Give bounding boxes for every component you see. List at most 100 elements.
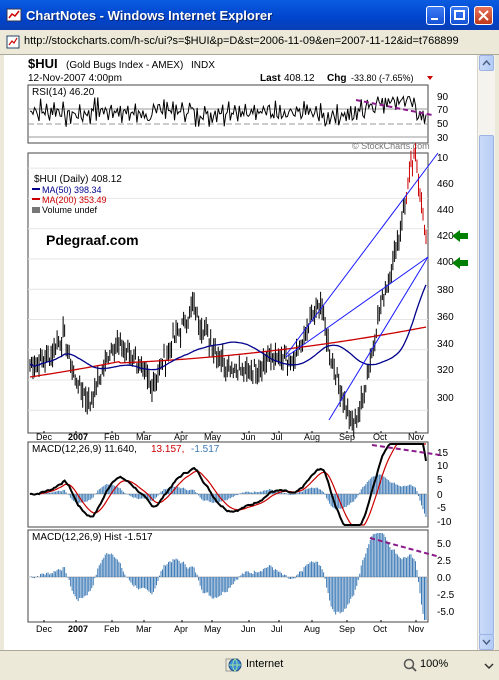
price-tick-400: 400 bbox=[437, 257, 454, 268]
macd-tick-m10: -10 bbox=[437, 517, 452, 528]
lower-trendline-a bbox=[328, 256, 429, 421]
zoom-icon[interactable] bbox=[402, 657, 418, 673]
month-label: Jul bbox=[271, 624, 283, 634]
page-icon bbox=[6, 35, 20, 49]
ma50-swatch bbox=[32, 188, 40, 190]
down-triangle-icon bbox=[427, 76, 433, 80]
macd-tick-5: 5 bbox=[437, 475, 443, 486]
scroll-down-button[interactable] bbox=[479, 634, 494, 650]
rsi-tick-30: 30 bbox=[437, 133, 449, 144]
month-label: Mar bbox=[136, 624, 152, 634]
macd-dashed-trend bbox=[371, 444, 441, 456]
chart-date: 12-Nov-2007 4:00pm bbox=[28, 73, 122, 84]
month-label: Nov bbox=[408, 432, 425, 442]
month-label: Oct bbox=[373, 624, 388, 634]
hist-tick-2-5: 2.5 bbox=[437, 556, 451, 567]
chart-symbol: $HUI bbox=[28, 56, 58, 71]
zoom-dropdown-icon[interactable] bbox=[484, 661, 494, 671]
month-label: May bbox=[204, 624, 222, 634]
security-zone: Internet bbox=[246, 658, 284, 670]
month-label: Nov bbox=[408, 624, 425, 634]
ma50-series bbox=[29, 284, 427, 371]
scroll-up-button[interactable] bbox=[479, 55, 494, 71]
hist-tick-m5: -5.0 bbox=[437, 607, 455, 618]
macd-label-a: MACD(12,26,9) 11.640, bbox=[32, 444, 137, 455]
macd-label-c: -1.517 bbox=[191, 444, 220, 455]
price-tick-380: 380 bbox=[437, 285, 454, 296]
rsi-series bbox=[29, 95, 427, 127]
rsi-tick-70: 70 bbox=[437, 105, 449, 116]
rsi-panel bbox=[27, 84, 429, 144]
chart-viewport: $HUI (Gold Bugs Index - AMEX) INDX 12-No… bbox=[4, 55, 477, 650]
minimize-icon bbox=[431, 18, 438, 20]
month-label: Dec bbox=[36, 432, 53, 442]
month-label: Feb bbox=[104, 432, 120, 442]
macd-tick-10: 10 bbox=[437, 461, 449, 472]
volume-swatch bbox=[32, 207, 40, 213]
month-label: Feb bbox=[104, 624, 120, 634]
hist-tick-0: 0.0 bbox=[437, 573, 451, 584]
lower-trendline-b bbox=[285, 256, 429, 358]
stock-chart: $HUI (Gold Bugs Index - AMEX) INDX 12-No… bbox=[27, 56, 468, 634]
month-label: Sep bbox=[339, 432, 355, 442]
chevron-down-icon bbox=[482, 639, 491, 646]
zoom-level[interactable]: 100% bbox=[420, 658, 449, 670]
chg-value: -33.80 (-7.65%) bbox=[351, 73, 414, 83]
last-value: 408.12 bbox=[284, 73, 315, 84]
month-label: Oct bbox=[373, 432, 388, 442]
vertical-scrollbar[interactable] bbox=[477, 55, 495, 650]
scroll-thumb[interactable] bbox=[479, 135, 494, 635]
annotation-pdegraaf: Pdegraaf.com bbox=[46, 232, 139, 248]
month-label: Mar bbox=[136, 432, 152, 442]
hist-label: MACD(12,26,9) Hist -1.517 bbox=[32, 532, 153, 543]
month-label: Apr bbox=[174, 624, 188, 634]
price-tick-300: 300 bbox=[437, 393, 454, 404]
close-button[interactable] bbox=[474, 6, 493, 25]
rsi-tick-50: 50 bbox=[437, 119, 449, 130]
globe-icon bbox=[228, 658, 242, 672]
maximize-button[interactable] bbox=[450, 6, 469, 25]
price-tick-420: 420 bbox=[437, 231, 454, 242]
hist-panel bbox=[27, 529, 429, 623]
macd-series bbox=[29, 443, 427, 526]
rsi-label: RSI(14) 46.20 bbox=[32, 87, 95, 98]
month-label: Jun bbox=[241, 624, 256, 634]
window-title: ChartNotes - Windows Internet Explorer bbox=[26, 8, 273, 23]
hist-dashed-trend bbox=[369, 537, 441, 558]
macd-label-b: 13.157, bbox=[151, 444, 184, 455]
month-label: Aug bbox=[304, 624, 320, 634]
macd-tick-15: 15 bbox=[437, 448, 449, 459]
ma200-swatch bbox=[32, 198, 40, 200]
price-tick-440: 440 bbox=[437, 205, 454, 216]
price-tick-320: 320 bbox=[437, 365, 454, 376]
green-arrow-upper-icon bbox=[452, 230, 468, 242]
hist-tick-5: 5.0 bbox=[437, 539, 451, 550]
price-legend-symbol: $HUI (Daily) 408.12 bbox=[34, 174, 122, 185]
price-tick-360: 360 bbox=[437, 312, 454, 323]
month-axis-bottom: Dec 2007 Feb Mar Apr May Jun Jul Aug Sep Oct Nov bbox=[36, 620, 425, 634]
price-tick-340: 340 bbox=[437, 339, 454, 350]
month-label: Jul bbox=[271, 432, 283, 442]
chg-label: Chg bbox=[327, 73, 346, 84]
status-bar: Internet 100% bbox=[0, 650, 499, 680]
month-label: May bbox=[204, 432, 222, 442]
address-bar[interactable]: http://stockcharts.com/h-sc/ui?s=$HUI&p=… bbox=[0, 30, 499, 55]
rsi-dashed-trend bbox=[355, 99, 433, 116]
month-axis-top: Dec 2007 Feb Mar Apr May Jun Jul Aug Sep Oct Nov bbox=[36, 431, 425, 442]
price-tick-460: 460 bbox=[437, 179, 454, 190]
close-icon bbox=[478, 10, 489, 21]
url-text[interactable]: http://stockcharts.com/h-sc/ui?s=$HUI&p=… bbox=[24, 35, 459, 47]
month-label: Apr bbox=[174, 432, 188, 442]
month-label: Jun bbox=[241, 432, 256, 442]
chart-exchange: INDX bbox=[191, 60, 215, 71]
green-arrow-lower-icon bbox=[452, 257, 468, 269]
chart-description: (Gold Bugs Index - AMEX) bbox=[66, 60, 183, 71]
last-label: Last bbox=[260, 73, 281, 84]
month-label: 2007 bbox=[68, 432, 88, 442]
upper-trendline bbox=[285, 152, 439, 356]
maximize-icon bbox=[454, 10, 465, 20]
ma50-label: MA(50) 398.34 bbox=[42, 185, 102, 195]
ie-app-icon bbox=[6, 8, 22, 22]
month-label: Aug bbox=[304, 432, 320, 442]
minimize-button[interactable] bbox=[426, 6, 445, 25]
